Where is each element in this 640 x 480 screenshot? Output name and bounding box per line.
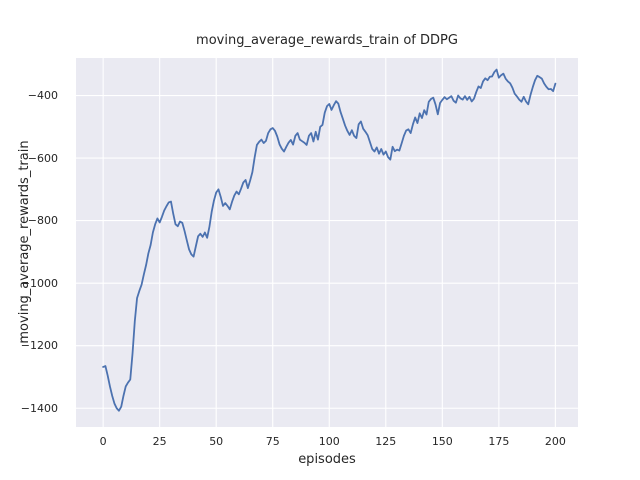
x-tick-label: 150 (431, 435, 453, 448)
line-chart (76, 58, 578, 427)
y-tick-label: −400 (27, 89, 58, 103)
x-tick-label: 25 (152, 435, 167, 448)
y-tick-label: −1200 (20, 339, 58, 353)
y-tick-label: −800 (27, 214, 58, 228)
x-tick-label: 50 (209, 435, 224, 448)
x-tick-label: 0 (99, 435, 107, 448)
x-tick-label: 75 (265, 435, 280, 448)
y-axis-label-text: moving_average_rewards_train (17, 140, 32, 344)
data-line (102, 68, 557, 412)
y-tick-label: −600 (27, 151, 58, 165)
x-axis-label: episodes (298, 452, 356, 467)
x-tick-label: 100 (318, 435, 340, 448)
chart-title: moving_average_rewards_train of DDPG (196, 33, 458, 48)
plot-area (76, 58, 578, 427)
x-tick-label: 200 (544, 435, 566, 448)
x-tick-label: 175 (488, 435, 510, 448)
y-tick-label: −1000 (20, 276, 58, 290)
x-tick-label: 125 (375, 435, 397, 448)
y-tick-label: −1400 (20, 401, 58, 415)
